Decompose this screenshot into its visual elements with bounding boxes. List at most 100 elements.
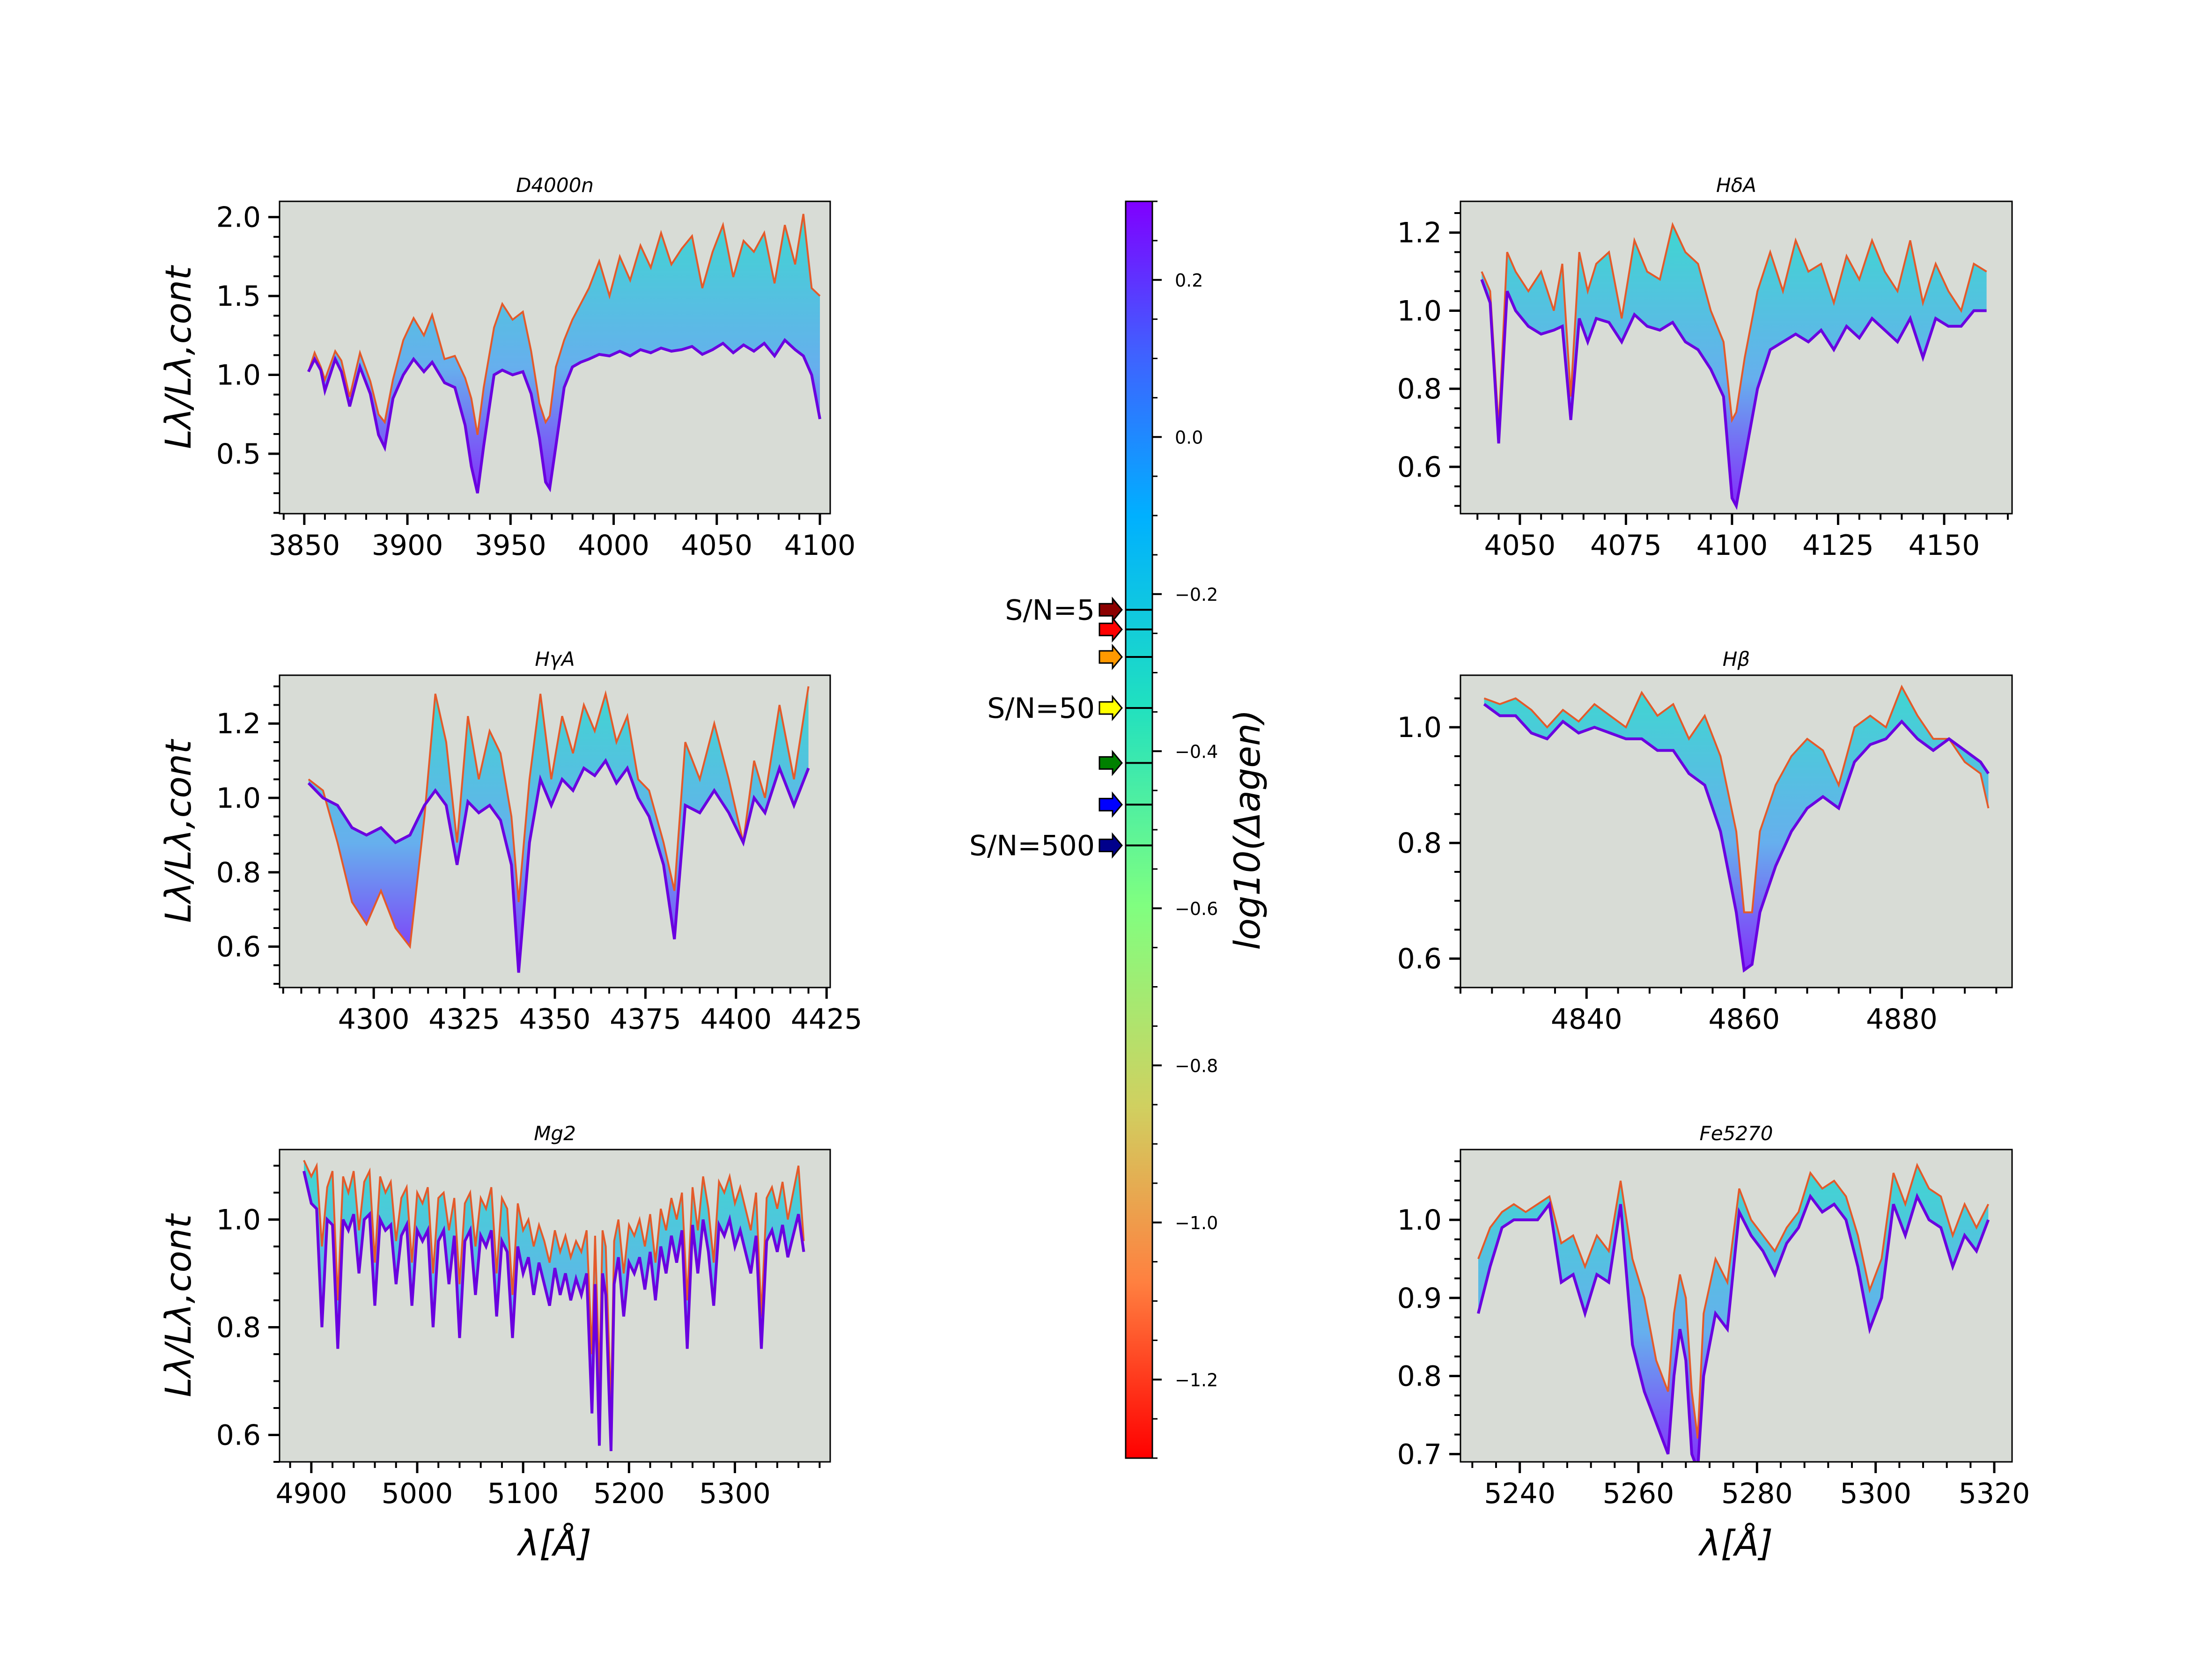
panel-title: Hβ [1723,648,1750,671]
plot-frame [279,1149,831,1463]
x-tick-label: 4050 [681,529,752,562]
spectrum-upper-edge [307,214,821,435]
panel-title: D4000n [516,174,594,197]
y-tick-label: 0.6 [216,1419,261,1452]
y-tick-label: 0.8 [216,1312,261,1344]
panel-hgamma-a: HγA 4300 4325 4350 4375 4400 4425 0.6 0.8 1.0 1.2 L… [157,648,863,1036]
x-tick-label: 4100 [1696,529,1768,562]
panel-title: HγA [535,648,575,671]
x-tick-label: 5000 [382,1477,453,1510]
colorbar-tick-label: 0.2 [1175,270,1203,291]
x-tick-label: 4075 [1590,529,1662,562]
spectrum-upper-edge [308,686,810,949]
y-tick-label: 1.0 [216,1204,261,1237]
panel-hdelta-a: HδA 4050 4075 4100 4125 4150 0.6 0.8 1.0 1.2 [1397,174,2013,562]
plot-frame [279,200,831,515]
spectrum-upper-edge [1477,1162,1990,1439]
y-tick-label: 1.5 [216,280,261,313]
y-tick-label: 1.0 [1397,295,1442,327]
y-tick-label: 1.2 [1397,217,1442,250]
x-tick-label: 5100 [487,1477,559,1510]
x-tick-label: 4400 [700,1003,772,1036]
colorbar-gradient [1125,200,1153,1459]
sn-arrow-marker [1099,750,1123,776]
x-axis-label: λ[Å] [1698,1522,1773,1564]
spectrum-lower-edge [307,338,821,494]
panel-hbeta: Hβ 4840 4860 4880 0.6 0.8 1.0 [1397,648,2013,1036]
y-tick-label: 1.2 [216,708,261,740]
y-tick-label: 0.8 [1397,1360,1442,1393]
x-tick-label: 4150 [1909,529,1980,562]
spectrum-upper-edge [303,1160,805,1408]
y-tick-label: 2.0 [216,201,261,234]
panel-mg2: Mg2 4900 5000 5100 5200 5300 0.6 0.8 1.0 Lλ/Lλ,co… [157,1122,831,1564]
sn-markers: S/N=5 S/N=50 S/N=500 [969,594,1152,863]
x-axis-label: λ[Å] [516,1522,591,1564]
x-tick-label: 4900 [275,1477,347,1510]
panel-title: Mg2 [534,1122,576,1145]
sn-label: S/N=500 [969,830,1095,863]
panel-title: HδA [1716,174,1756,197]
x-tick-label: 5200 [593,1477,665,1510]
x-tick-label: 5300 [699,1477,771,1510]
x-tick-label: 3900 [372,529,443,562]
plot-frame [1460,1149,2013,1463]
spectrum-upper-edge [1481,221,1987,428]
x-tick-label: 3950 [475,529,546,562]
spectrum-band [1484,686,1989,970]
plot-frame [1460,674,2013,988]
x-tick-label: 4300 [338,1003,410,1036]
y-tick-label: 0.8 [1397,373,1442,406]
y-tick-label: 1.0 [1397,711,1442,744]
spectrum-lower-edge [1480,279,1987,510]
spectrum-lower-edge [307,758,810,973]
colorbar-tick-label: −0.8 [1175,1055,1218,1076]
y-tick-label: 0.8 [216,856,261,889]
x-tick-label: 4000 [578,529,649,562]
x-tick-label: 4325 [428,1003,500,1036]
x-tick-label: 3850 [269,529,340,562]
colorbar-tick-label: −0.2 [1175,584,1218,605]
spectrum-upper-edge [1483,684,1990,914]
x-tick-label: 4860 [1708,1003,1780,1036]
y-axis-label: Lλ/Lλ,cont [157,738,199,923]
spectrum-band [308,214,820,494]
colorbar-tick-label: 0.0 [1175,427,1203,448]
sn-arrow-marker [1099,597,1123,623]
spectrum-lower-edge [302,1171,805,1452]
colorbar-label: log10(Δagen) [1226,709,1268,950]
x-tick-label: 4125 [1802,529,1874,562]
x-tick-label: 4840 [1551,1003,1622,1036]
sn-arrow-marker [1099,616,1123,643]
panel-fe5270: Fe5270 5240 5260 5280 5300 5320 0.7 0.8 0.9 1.0 λ[… [1397,1122,2030,1564]
sn-arrow-marker [1099,832,1123,859]
y-tick-label: 1.0 [216,782,261,815]
sn-label: S/N=5 [1005,594,1095,627]
y-axis-label: Lλ/Lλ,cont [157,265,199,449]
spectrum-lower-edge [1483,703,1990,973]
x-tick-label: 4350 [519,1003,591,1036]
colorbar-tick-label: −1.0 [1175,1213,1218,1233]
x-tick-label: 4050 [1484,529,1556,562]
y-tick-label: 0.6 [1397,451,1442,484]
y-tick-label: 0.5 [216,438,261,471]
y-tick-label: 1.0 [216,359,261,392]
panel-d4000n: D4000n 3850 3900 3950 4000 4050 4100 0.5 1.0 1.5 2… [157,174,855,562]
sn-arrow-marker [1099,694,1123,722]
panel-title: Fe5270 [1700,1122,1773,1145]
spectrum-band [1482,225,1987,506]
sn-arrow-marker [1099,643,1123,671]
y-tick-label: 0.8 [1397,827,1442,860]
colorbar: 0.2 0.0 −0.2 −0.4 −0.6 −0.8 −1.0 −1.2 log10(Δag… [1125,200,1268,1459]
spectrum-lower-edge [1477,1193,1990,1462]
colorbar-tick-label: −0.6 [1175,899,1218,919]
y-tick-label: 0.9 [1397,1282,1442,1315]
y-tick-label: 1.0 [1397,1204,1442,1237]
x-tick-label: 4880 [1866,1003,1938,1036]
y-tick-label: 0.6 [216,931,261,964]
colorbar-tick-label: −0.4 [1175,741,1218,762]
y-axis-label: Lλ/Lλ,cont [157,1213,199,1397]
y-tick-label: 0.6 [1397,943,1442,975]
x-tick-label: 4100 [784,529,856,562]
